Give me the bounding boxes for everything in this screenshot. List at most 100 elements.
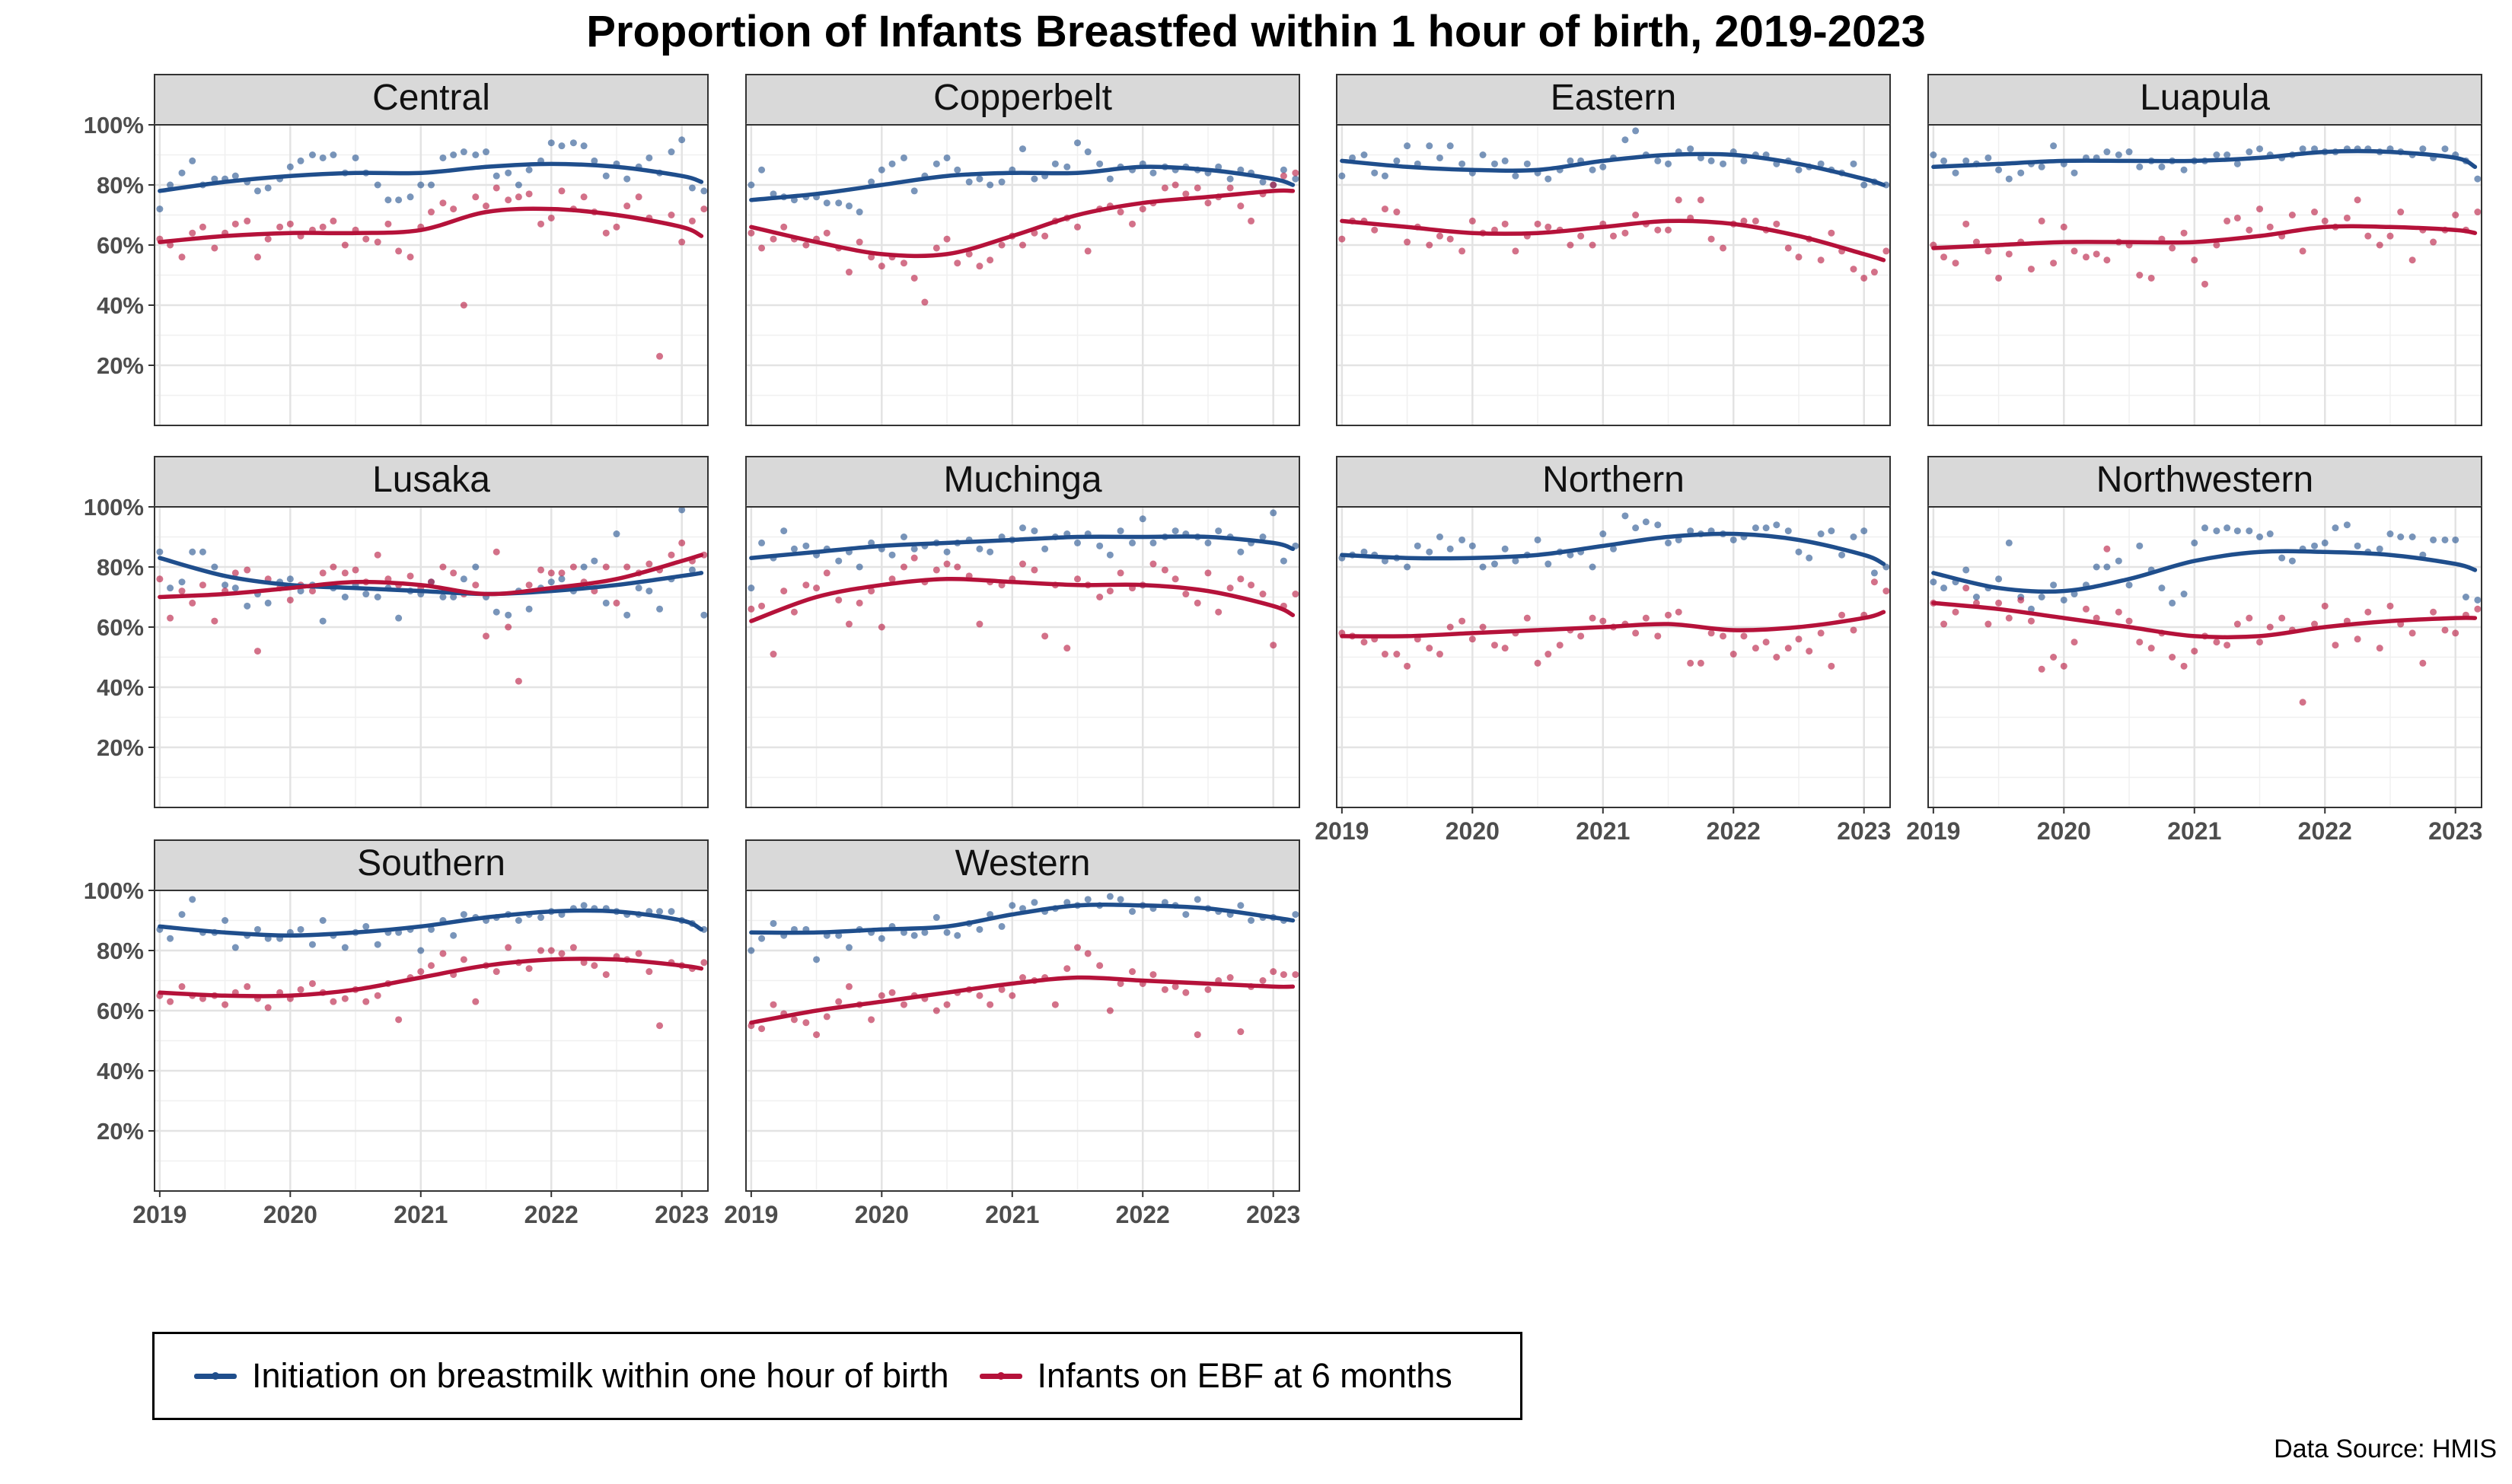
initiation-point <box>1096 160 1104 167</box>
ebf-point <box>341 241 349 249</box>
ebf-point <box>1632 212 1640 218</box>
ebf-point <box>2233 620 2241 628</box>
ebf-trend-line <box>158 553 704 600</box>
initiation-point <box>1534 536 1541 543</box>
initiation-point <box>2213 527 2220 535</box>
initiation-point <box>428 925 435 933</box>
ebf-point <box>623 563 631 571</box>
initiation-point <box>1512 172 1519 180</box>
panel-border <box>154 124 709 426</box>
ebf-point <box>1149 560 1157 568</box>
ebf-point <box>483 202 490 210</box>
initiation-trend-line <box>749 902 1296 935</box>
initiation-point <box>2191 539 2198 546</box>
ebf-point <box>998 241 1006 249</box>
ebf-point <box>1621 229 1629 237</box>
ebf-point <box>1204 569 1212 577</box>
initiation-point <box>954 931 961 939</box>
initiation-point <box>1589 166 1596 174</box>
ebf-point <box>943 560 951 568</box>
initiation-point <box>987 911 994 919</box>
initiation-point <box>2103 148 2111 156</box>
initiation-point <box>1182 911 1190 919</box>
initiation-point <box>965 178 973 186</box>
initiation-trend-line <box>1931 549 2478 594</box>
initiation-point <box>1096 542 1104 549</box>
ebf-point <box>1817 256 1825 264</box>
initiation-point <box>954 166 961 174</box>
ebf-point <box>1773 654 1780 661</box>
ebf-point <box>330 998 337 1005</box>
ebf-point <box>319 569 327 577</box>
initiation-point <box>1194 896 1201 903</box>
ebf-point <box>1675 608 1682 616</box>
initiation-point <box>1850 160 1857 167</box>
initiation-point <box>1084 148 1092 156</box>
initiation-point <box>439 594 447 600</box>
ebf-point <box>790 608 798 616</box>
initiation-point <box>1962 566 1970 574</box>
initiation-point <box>2201 524 2208 532</box>
initiation-point <box>515 181 522 189</box>
ebf-point <box>167 241 174 249</box>
ebf-point <box>362 998 370 1005</box>
initiation-point <box>1687 145 1694 153</box>
ebf-point <box>2441 626 2449 634</box>
initiation-point <box>439 154 447 161</box>
initiation-point <box>244 602 251 610</box>
ebf-point <box>1501 220 1509 228</box>
initiation-point <box>1074 539 1082 546</box>
initiation-point <box>189 896 196 903</box>
ebf-point <box>802 1019 810 1027</box>
initiation-point <box>1544 175 1552 183</box>
ebf-point <box>1161 986 1168 993</box>
initiation-point <box>932 160 940 167</box>
ebf-point <box>2180 229 2188 237</box>
ebf-point <box>341 995 349 1002</box>
panel-title-northwestern: Northwestern <box>2096 460 2313 500</box>
ebf-point <box>656 1022 664 1030</box>
ebf-point <box>2103 545 2111 553</box>
initiation-point <box>450 594 457 600</box>
initiation-point <box>374 594 381 600</box>
ebf-point <box>987 256 994 264</box>
x-tick-label: 2021 <box>985 1201 1039 1228</box>
initiation-point <box>167 935 174 942</box>
ebf-point <box>2005 614 2013 622</box>
initiation-point <box>1237 902 1245 909</box>
ebf-point <box>878 623 885 631</box>
initiation-point <box>264 184 272 192</box>
ebf-point <box>1117 209 1124 216</box>
ebf-point <box>835 998 843 1005</box>
ebf-point <box>1773 220 1780 228</box>
initiation-point <box>700 187 708 195</box>
initiation-point <box>2419 145 2427 153</box>
y-tick-label: 80% <box>97 554 144 581</box>
ebf-point <box>1479 623 1487 631</box>
ebf-point <box>1041 232 1049 240</box>
ebf-point <box>688 217 696 225</box>
ebf-point <box>2266 623 2274 631</box>
ebf-point <box>1031 566 1038 574</box>
initiation-point <box>1041 545 1049 553</box>
ebf-point <box>374 551 381 559</box>
ebf-point <box>780 588 788 595</box>
ebf-point <box>472 998 480 1005</box>
initiation-point <box>1404 142 1411 150</box>
initiation-point <box>297 157 304 164</box>
ebf-point <box>580 193 588 201</box>
initiation-point <box>417 181 425 189</box>
ebf-point <box>1259 591 1267 598</box>
ebf-point <box>823 229 830 237</box>
ebf-point <box>888 989 896 996</box>
ebf-point <box>2386 602 2394 610</box>
ebf-point <box>1084 950 1092 957</box>
initiation-point <box>748 181 755 189</box>
y-tick-label: 60% <box>97 998 144 1024</box>
initiation-point <box>374 941 381 948</box>
ebf-point <box>1194 599 1201 607</box>
initiation-point <box>1795 166 1803 174</box>
ebf-point <box>965 250 973 258</box>
ebf-point <box>2386 232 2394 240</box>
ebf-point <box>2169 244 2176 252</box>
